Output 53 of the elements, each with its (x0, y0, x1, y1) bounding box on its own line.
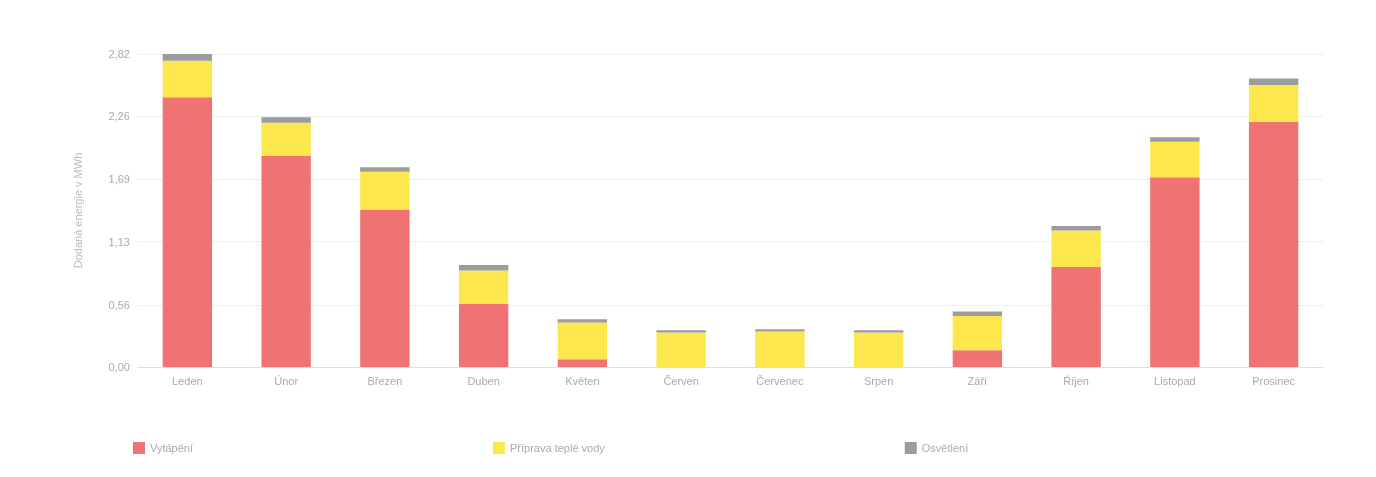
bar (1051, 230, 1101, 268)
bar (162, 60, 213, 98)
x-tick-label: Duben (467, 374, 500, 387)
bar (162, 97, 213, 367)
x-tick-label: Listopad (1154, 374, 1196, 387)
bar (557, 319, 608, 323)
y-tick-label: 2,26 (108, 110, 130, 123)
x-tick-label: Květen (565, 374, 600, 387)
x-tick-label: Říjen (1063, 374, 1089, 387)
x-tick-label: Červen (663, 374, 699, 387)
y-axis-title: Dodaná energie v MWh (71, 152, 84, 269)
bar (1150, 177, 1200, 367)
bar (1150, 137, 1200, 142)
bar (360, 171, 410, 210)
bar (1248, 121, 1299, 367)
bar (853, 330, 904, 333)
bar (458, 270, 509, 304)
y-tick-label: 0,00 (108, 361, 130, 373)
bar (1248, 85, 1299, 122)
x-tick-label: Prosinec (1252, 374, 1296, 387)
legend-label: Příprava teplé vody (510, 442, 606, 454)
bar (557, 322, 608, 360)
y-tick-label: 0,56 (108, 298, 130, 311)
bar (1051, 267, 1101, 367)
bar (656, 330, 706, 333)
bar (360, 167, 410, 172)
bar (755, 331, 805, 367)
bar (1051, 226, 1101, 231)
legend-label: Vytápění (150, 442, 194, 454)
x-tick-label: Únor (274, 374, 299, 387)
bar (1248, 78, 1299, 86)
bar (162, 54, 213, 61)
y-tick-label: 2,82 (108, 48, 130, 60)
x-tick-label: Září (967, 374, 988, 387)
x-tick-label: Březen (367, 374, 403, 387)
bar (1150, 141, 1200, 178)
legend-label: Osvětlení (921, 442, 969, 454)
bar (656, 332, 706, 367)
bar (261, 156, 311, 367)
x-tick-label: Leden (172, 374, 203, 387)
bar (952, 350, 1003, 367)
bar (853, 332, 904, 367)
bar (557, 359, 608, 367)
bar (261, 117, 311, 123)
bar (952, 315, 1003, 351)
y-tick-label: 1,13 (108, 235, 130, 248)
y-tick-label: 1,69 (108, 173, 130, 186)
bar (458, 303, 509, 367)
bar (261, 122, 311, 157)
x-tick-label: Srpen (863, 374, 894, 387)
x-tick-label: Červenec (756, 374, 804, 387)
bar (755, 329, 805, 332)
bar (360, 209, 410, 367)
